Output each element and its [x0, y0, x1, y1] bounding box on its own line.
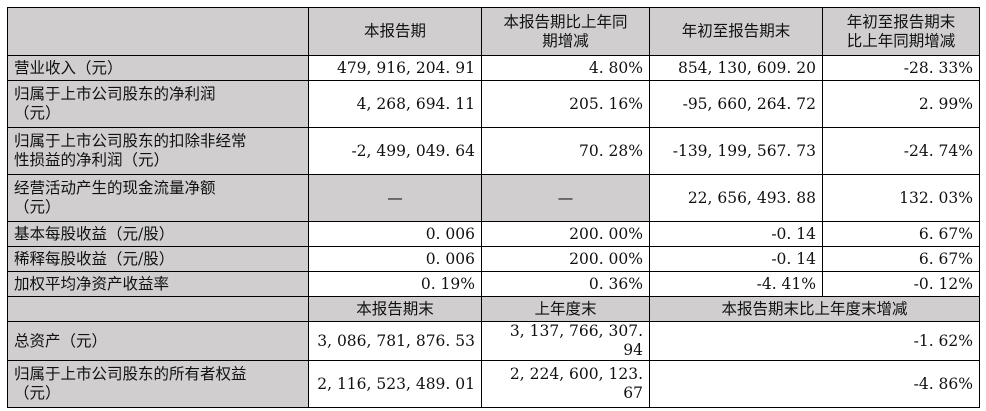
- cell-value: 4, 268, 694. 11: [308, 80, 482, 128]
- cell-value: -28. 33%: [822, 55, 980, 81]
- cell-value: -4. 41%: [649, 271, 823, 297]
- row-label: 加权平均净资产收益率: [7, 271, 309, 297]
- row-label: 归属于上市公司股东的扣除非经常 性损益的净利润（元）: [7, 127, 309, 175]
- header-ytd-yoy-change: 年初至报告期末 比上年同期增减: [822, 7, 980, 56]
- row-label: 稀释每股收益（元/股）: [7, 246, 309, 272]
- cell-value: —: [481, 174, 650, 222]
- cell-value: 6. 67%: [822, 246, 980, 272]
- table-row: 归属于上市公司股东的所有者权益 （元） 2, 116, 523, 489. 01 …: [7, 360, 980, 408]
- cell-value: 3, 086, 781, 876. 53: [308, 321, 482, 361]
- cell-value: 6. 67%: [822, 221, 980, 247]
- cell-value: -0. 14: [649, 246, 823, 272]
- row-label: 总资产（元）: [7, 321, 309, 361]
- header-blank: [7, 296, 309, 322]
- table-row: 基本每股收益（元/股） 0. 006 200. 00% -0. 14 6. 67…: [7, 221, 980, 247]
- row-label: 归属于上市公司股东的所有者权益 （元）: [7, 360, 309, 408]
- table-row: 营业收入（元） 479, 916, 204. 91 4. 80% 854, 13…: [7, 55, 980, 81]
- cell-value: -0. 14: [649, 221, 823, 247]
- cell-value: 2, 224, 600, 123. 67: [481, 360, 650, 408]
- cell-value: -2, 499, 049. 64: [308, 127, 482, 175]
- header-blank: [7, 7, 309, 56]
- cell-value: 0. 19%: [308, 271, 482, 297]
- row-label: 归属于上市公司股东的净利润 （元）: [7, 80, 309, 128]
- table-subheader-row: 本报告期末 上年度末 本报告期末比上年度末增减: [7, 296, 980, 322]
- header-current-period: 本报告期: [308, 7, 482, 56]
- cell-value: 132. 03%: [822, 174, 980, 222]
- cell-value: 0. 36%: [481, 271, 650, 297]
- cell-value: 205. 16%: [481, 80, 650, 128]
- header-period-end-change: 本报告期末比上年度末增减: [649, 296, 980, 322]
- table-row: 归属于上市公司股东的净利润 （元） 4, 268, 694. 11 205. 16…: [7, 80, 980, 128]
- row-label: 基本每股收益（元/股）: [7, 221, 309, 247]
- table-row: 加权平均净资产收益率 0. 19% 0. 36% -4. 41% -0. 12%: [7, 271, 980, 297]
- cell-value: 200. 00%: [481, 246, 650, 272]
- header-period-end: 本报告期末: [308, 296, 482, 322]
- cell-value: 200. 00%: [481, 221, 650, 247]
- table-row: 归属于上市公司股东的扣除非经常 性损益的净利润（元） -2, 499, 049. …: [7, 127, 980, 175]
- cell-value: 70. 28%: [481, 127, 650, 175]
- header-yoy-change: 本报告期比上年同 期增减: [481, 7, 650, 56]
- cell-value: -1. 62%: [649, 321, 980, 361]
- cell-value: 22, 656, 493. 88: [649, 174, 823, 222]
- cell-value: 3, 137, 766, 307. 94: [481, 321, 650, 361]
- header-prior-year-end: 上年度末: [481, 296, 650, 322]
- cell-value: -0. 12%: [822, 271, 980, 297]
- cell-value: 854, 130, 609. 20: [649, 55, 823, 81]
- cell-value: 2, 116, 523, 489. 01: [308, 360, 482, 408]
- cell-value: -24. 74%: [822, 127, 980, 175]
- row-label: 经营活动产生的现金流量净额 （元）: [7, 174, 309, 222]
- cell-value: 2. 99%: [822, 80, 980, 128]
- row-label: 营业收入（元）: [7, 55, 309, 81]
- cell-value: -139, 199, 567. 73: [649, 127, 823, 175]
- table-header-row: 本报告期 本报告期比上年同 期增减 年初至报告期末 年初至报告期末 比上年同期增减: [7, 7, 980, 56]
- financial-summary-table: 本报告期 本报告期比上年同 期增减 年初至报告期末 年初至报告期末 比上年同期增减 …: [7, 7, 980, 408]
- header-ytd: 年初至报告期末: [649, 7, 823, 56]
- table-row: 经营活动产生的现金流量净额 （元） — — 22, 656, 493. 88 13…: [7, 174, 980, 222]
- cell-value: 0. 006: [308, 246, 482, 272]
- cell-value: 4. 80%: [481, 55, 650, 81]
- table-row: 总资产（元） 3, 086, 781, 876. 53 3, 137, 766,…: [7, 321, 980, 361]
- cell-value: -4. 86%: [649, 360, 980, 408]
- cell-value: —: [308, 174, 482, 222]
- cell-value: -95, 660, 264. 72: [649, 80, 823, 128]
- cell-value: 0. 006: [308, 221, 482, 247]
- cell-value: 479, 916, 204. 91: [308, 55, 482, 81]
- table-row: 稀释每股收益（元/股） 0. 006 200. 00% -0. 14 6. 67…: [7, 246, 980, 272]
